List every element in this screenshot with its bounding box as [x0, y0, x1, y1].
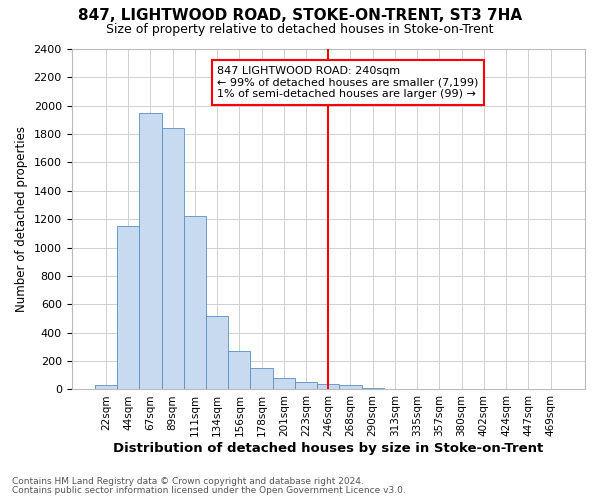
- Text: 847, LIGHTWOOD ROAD, STOKE-ON-TRENT, ST3 7HA: 847, LIGHTWOOD ROAD, STOKE-ON-TRENT, ST3…: [78, 8, 522, 22]
- Bar: [139, 113, 161, 390]
- Bar: [295, 382, 317, 390]
- Bar: [362, 388, 384, 390]
- Bar: [161, 128, 184, 390]
- Bar: [272, 378, 295, 390]
- X-axis label: Distribution of detached houses by size in Stoke-on-Trent: Distribution of detached houses by size …: [113, 442, 544, 455]
- Y-axis label: Number of detached properties: Number of detached properties: [15, 126, 28, 312]
- Text: 847 LIGHTWOOD ROAD: 240sqm
← 99% of detached houses are smaller (7,199)
1% of se: 847 LIGHTWOOD ROAD: 240sqm ← 99% of deta…: [217, 66, 478, 99]
- Bar: [250, 368, 272, 390]
- Bar: [340, 385, 362, 390]
- Bar: [206, 316, 228, 390]
- Bar: [384, 388, 406, 390]
- Bar: [117, 226, 139, 390]
- Text: Contains public sector information licensed under the Open Government Licence v3: Contains public sector information licen…: [12, 486, 406, 495]
- Bar: [317, 384, 340, 390]
- Text: Contains HM Land Registry data © Crown copyright and database right 2024.: Contains HM Land Registry data © Crown c…: [12, 477, 364, 486]
- Text: Size of property relative to detached houses in Stoke-on-Trent: Size of property relative to detached ho…: [106, 22, 494, 36]
- Bar: [184, 216, 206, 390]
- Bar: [228, 351, 250, 390]
- Bar: [95, 385, 117, 390]
